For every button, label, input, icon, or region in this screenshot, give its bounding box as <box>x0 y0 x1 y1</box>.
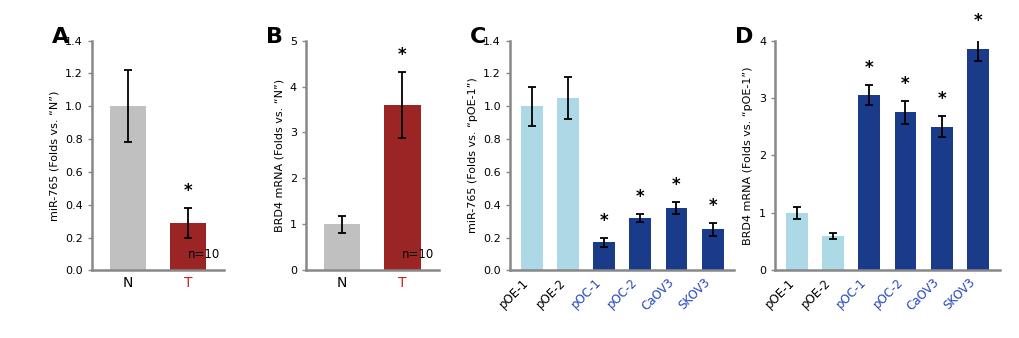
Bar <box>786 213 807 270</box>
Bar <box>966 49 987 270</box>
Bar <box>170 223 206 270</box>
Text: *: * <box>599 212 607 230</box>
Text: A: A <box>52 27 69 47</box>
Bar <box>665 208 687 270</box>
Text: B: B <box>266 27 283 47</box>
Text: n=10: n=10 <box>401 248 434 261</box>
Bar <box>821 236 843 270</box>
Bar <box>556 98 578 270</box>
Bar <box>701 230 722 270</box>
Text: *: * <box>397 46 407 64</box>
Text: C: C <box>469 27 485 47</box>
Y-axis label: miR-765 (Folds vs. “N”): miR-765 (Folds vs. “N”) <box>49 90 59 221</box>
Text: *: * <box>864 59 872 77</box>
Bar <box>384 105 420 270</box>
Text: *: * <box>636 188 644 206</box>
Bar <box>324 224 360 270</box>
Y-axis label: miR-765 (Folds vs. “pOE-1”): miR-765 (Folds vs. “pOE-1”) <box>467 78 477 233</box>
Text: *: * <box>707 197 716 215</box>
Bar <box>894 112 915 270</box>
Y-axis label: BRD4 mRNA (Folds vs. “N”): BRD4 mRNA (Folds vs. “N”) <box>274 79 284 232</box>
Text: *: * <box>901 75 909 93</box>
Bar <box>110 106 146 270</box>
Y-axis label: BRD4 mRNA (Folds vs. “pOE-1”): BRD4 mRNA (Folds vs. “pOE-1”) <box>743 66 753 245</box>
Text: *: * <box>936 90 945 108</box>
Text: n=10: n=10 <box>187 248 220 261</box>
Bar <box>930 127 952 270</box>
Bar <box>593 242 614 270</box>
Text: *: * <box>972 11 981 30</box>
Bar <box>629 218 650 270</box>
Text: *: * <box>183 182 193 200</box>
Text: D: D <box>734 27 752 47</box>
Text: *: * <box>672 176 680 194</box>
Bar <box>521 106 542 270</box>
Bar <box>858 95 879 270</box>
